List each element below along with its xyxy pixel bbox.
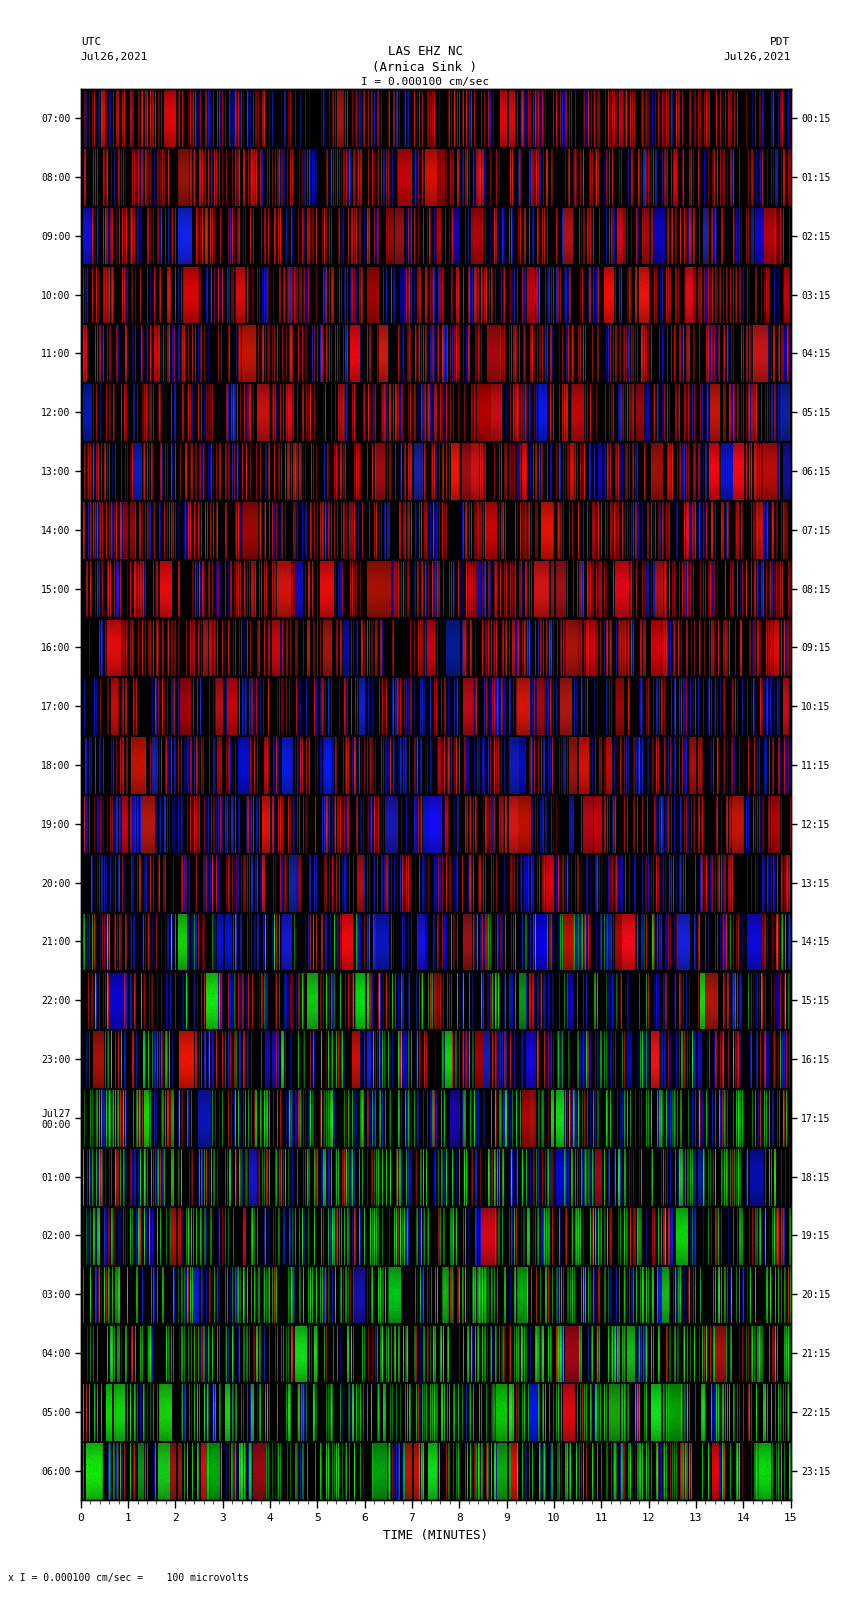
Text: Jul26,2021: Jul26,2021 — [723, 52, 791, 61]
Text: UTC: UTC — [81, 37, 101, 47]
Text: Jul26,2021: Jul26,2021 — [81, 52, 148, 61]
Text: (Arnica Sink ): (Arnica Sink ) — [372, 61, 478, 74]
Text: x I = 0.000100 cm/sec =    100 microvolts: x I = 0.000100 cm/sec = 100 microvolts — [8, 1573, 249, 1582]
Text: PDT: PDT — [770, 37, 790, 47]
Text: I = 0.000100 cm/sec: I = 0.000100 cm/sec — [361, 77, 489, 87]
Text: LAS EHZ NC: LAS EHZ NC — [388, 45, 462, 58]
X-axis label: TIME (MINUTES): TIME (MINUTES) — [383, 1529, 488, 1542]
